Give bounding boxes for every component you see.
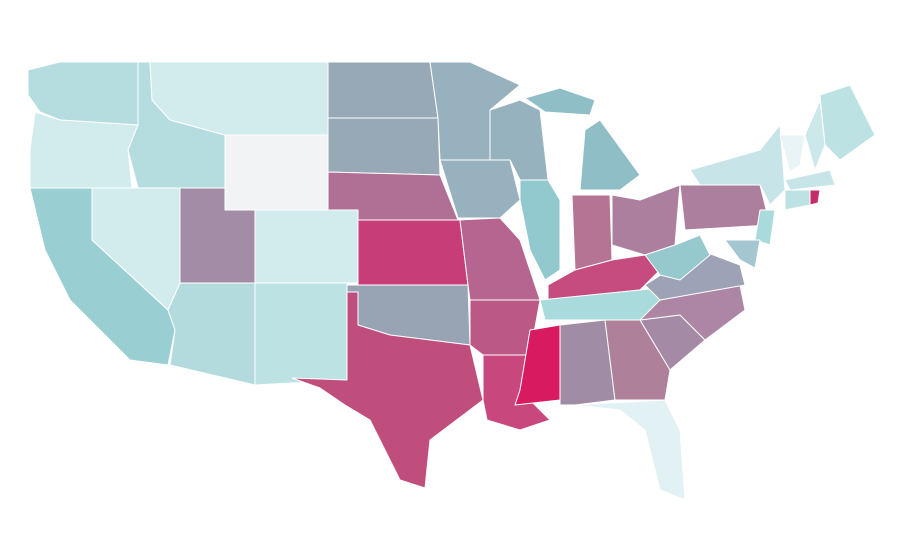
state xyxy=(754,209,776,246)
states xyxy=(27,61,876,501)
state xyxy=(809,189,821,206)
state xyxy=(559,319,616,406)
state xyxy=(611,184,681,256)
state xyxy=(784,189,811,211)
state xyxy=(679,184,771,231)
state xyxy=(524,87,596,116)
state xyxy=(784,169,836,191)
state xyxy=(519,179,561,281)
state xyxy=(644,234,711,281)
state xyxy=(327,61,439,119)
state xyxy=(29,111,139,189)
state xyxy=(167,282,256,386)
state xyxy=(819,84,876,161)
state xyxy=(254,209,359,284)
state xyxy=(689,124,786,206)
state xyxy=(571,194,613,271)
state xyxy=(779,134,806,173)
state xyxy=(804,99,826,171)
state xyxy=(604,319,671,401)
state xyxy=(291,291,484,489)
state xyxy=(574,399,686,501)
state xyxy=(224,134,329,211)
state xyxy=(254,282,348,386)
state xyxy=(327,117,441,176)
state xyxy=(579,119,641,191)
state xyxy=(357,219,469,286)
state xyxy=(514,324,561,406)
state xyxy=(724,239,761,269)
